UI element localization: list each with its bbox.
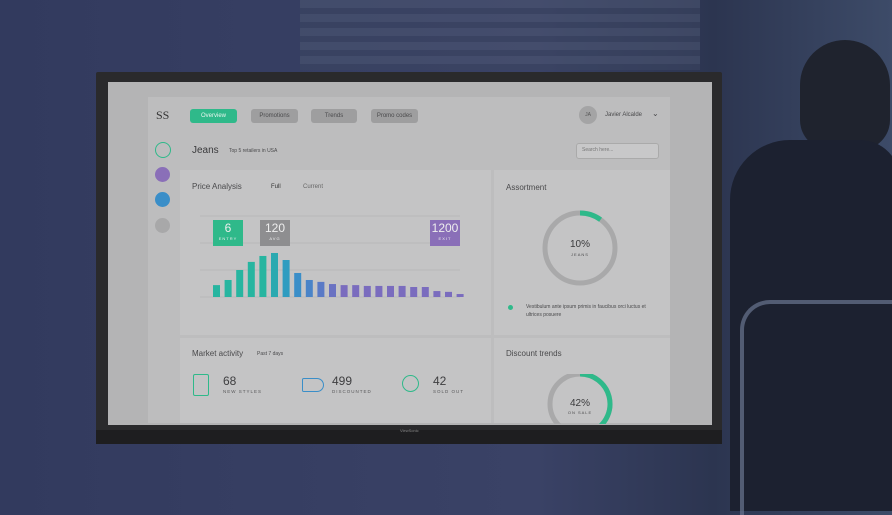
- donut: [542, 210, 618, 286]
- monitor-bottom-bar: [96, 430, 722, 444]
- marker-label: ENTRY: [218, 236, 238, 241]
- chair: [740, 300, 892, 515]
- discount-card: [494, 338, 670, 423]
- card-subtitle: Past 7 days: [257, 351, 284, 357]
- person-head: [800, 40, 890, 150]
- user-name[interactable]: Javier Alcalde: [605, 112, 643, 118]
- marker-value: 6: [224, 221, 232, 235]
- page-subtitle: Top 5 retailers in USA: [229, 148, 278, 154]
- price-marker: 120 AVG: [260, 220, 290, 246]
- chevron[interactable]: ⌄: [652, 109, 659, 118]
- bar: [247, 261, 255, 297]
- price-chart: [200, 215, 464, 298]
- legend-dot: [508, 305, 513, 310]
- donut-value: 42%: [569, 398, 590, 409]
- card-title: Assortment: [506, 183, 547, 192]
- bar: [236, 270, 244, 297]
- sidebar-icon[interactable]: [155, 218, 170, 233]
- toggle[interactable]: Current: [303, 184, 324, 190]
- assortment-card: [494, 170, 670, 335]
- tab-active[interactable]: Overview: [190, 109, 237, 123]
- stat-value: 499: [332, 374, 353, 388]
- tab[interactable]: Trends: [311, 109, 357, 123]
- donut-value: 10%: [569, 239, 590, 250]
- search-box[interactable]: [576, 143, 659, 159]
- icon-jeans: [193, 374, 209, 396]
- marker-value: 1200: [431, 221, 459, 235]
- stat-label: SOLD OUT: [433, 389, 465, 394]
- bar: [410, 287, 418, 297]
- card-title: Market activity: [192, 349, 244, 358]
- page-title: Jeans: [192, 145, 219, 156]
- price-marker: 1200 EXIT: [430, 220, 460, 246]
- stat-value: 42: [433, 374, 447, 388]
- bar: [387, 285, 394, 297]
- marker-value: 120: [264, 221, 286, 235]
- avatar[interactable]: JA: [579, 106, 597, 124]
- donut-arc: [579, 374, 613, 424]
- icon-tag: [302, 378, 324, 392]
- logo: SS: [156, 108, 170, 122]
- market-card: [180, 338, 491, 423]
- donut: [547, 374, 613, 424]
- bar: [259, 255, 267, 297]
- bar: [421, 287, 429, 297]
- sidebar-icon[interactable]: [155, 167, 170, 182]
- sidebar-icon[interactable]: [155, 142, 171, 158]
- bar: [317, 281, 325, 297]
- price-card: [180, 170, 491, 335]
- toggle[interactable]: Full: [271, 184, 281, 190]
- donut-caption: JEANS: [571, 252, 589, 257]
- bar: [282, 260, 290, 297]
- bar: [352, 285, 360, 297]
- stat-label: NEW STYLES: [223, 389, 263, 394]
- bar: [363, 285, 371, 297]
- marker-label: EXIT: [438, 236, 452, 241]
- card-title: Discount trends: [506, 349, 562, 358]
- bar: [445, 291, 452, 297]
- sidebar-icon[interactable]: [155, 192, 170, 207]
- stat-label: DISCOUNTED: [332, 389, 372, 394]
- icon-block: [402, 375, 419, 392]
- bar: [329, 284, 336, 297]
- brand: ViewSonic: [400, 428, 419, 433]
- marker-label: AVG: [269, 236, 281, 241]
- search-placeholder[interactable]: Search here...: [582, 147, 614, 153]
- bar: [340, 285, 348, 297]
- bar: [305, 279, 313, 297]
- bar: [398, 285, 406, 297]
- price-marker: 6 ENTRY: [213, 220, 243, 246]
- bar: [224, 279, 232, 297]
- tab[interactable]: Promo codes: [371, 109, 418, 123]
- donut-arc: [579, 210, 603, 222]
- bar: [456, 294, 464, 297]
- card-title: Price Analysis: [192, 182, 242, 191]
- bar: [271, 252, 278, 297]
- bar: [375, 285, 383, 297]
- bar: [433, 291, 441, 297]
- bar: [213, 285, 220, 297]
- bar: [294, 272, 302, 297]
- stat-value: 68: [223, 374, 237, 388]
- window-blinds: [300, 0, 700, 70]
- tab[interactable]: Promotions: [251, 109, 298, 123]
- legend-text: Vestibulum ante ipsum primis in faucibus…: [526, 304, 646, 318]
- donut-caption: ON SALE: [567, 410, 593, 415]
